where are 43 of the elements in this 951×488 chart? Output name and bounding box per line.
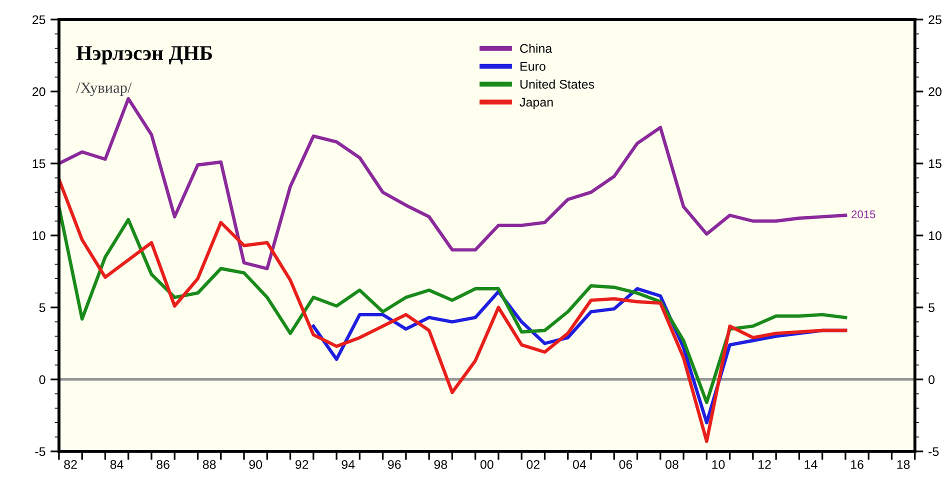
legend-label: China	[520, 44, 552, 53]
y2-tick-label: 10	[929, 231, 942, 240]
y-tick-label: 0	[39, 375, 46, 384]
y-tick-label: 10	[32, 231, 46, 240]
x-tick-label: 88	[202, 460, 216, 469]
y2-tick-label: 25	[928, 15, 942, 24]
x-tick-label: 12	[758, 460, 771, 469]
x-tick-label: 14	[804, 460, 818, 469]
y-tick-label: 15	[32, 159, 46, 168]
x-tick-label: 92	[295, 460, 308, 469]
x-tick-label: 10	[712, 460, 725, 469]
x-tick-label: 04	[572, 460, 586, 469]
legend-label: Euro	[520, 62, 546, 71]
x-tick-label: 94	[342, 460, 355, 469]
text: Нэрлэсэн ДНБ	[76, 46, 212, 64]
x-tick-label: 08	[666, 460, 678, 469]
y-tick-label: 20	[32, 87, 46, 96]
y-tick-label: 25	[32, 15, 46, 24]
y2-tick-label: 15	[929, 159, 942, 168]
x-tick-label: 86	[156, 460, 170, 469]
x-tick-label: 00	[480, 460, 494, 469]
y2-tick-label: 20	[928, 87, 942, 96]
x-tick-label: 18	[897, 460, 910, 469]
x-tick-label: 06	[619, 460, 632, 469]
y-tick-label: -5	[35, 447, 46, 456]
y2-tick-label: -5	[928, 447, 939, 456]
x-tick-label: 96	[388, 460, 401, 469]
line-series	[58, 205, 848, 404]
line-series	[58, 97, 848, 270]
legend-label: United States	[520, 80, 594, 89]
y2-tick-label: 0	[928, 375, 935, 384]
x-tick-label: 16	[851, 460, 864, 469]
legend-label: Japan	[520, 98, 553, 110]
line-series	[58, 178, 848, 443]
y2-tick-label: 5	[928, 303, 934, 312]
x-tick-label: 02	[526, 460, 540, 469]
x-tick-label: 98	[434, 460, 448, 469]
text: /Хувиар/	[76, 82, 132, 96]
y-tick-label: 5	[39, 303, 46, 312]
x-tick-label: 84	[110, 460, 124, 469]
annotation: 2015	[852, 210, 876, 218]
x-tick-label: 82	[64, 460, 77, 469]
x-tick-label: 90	[249, 460, 262, 469]
